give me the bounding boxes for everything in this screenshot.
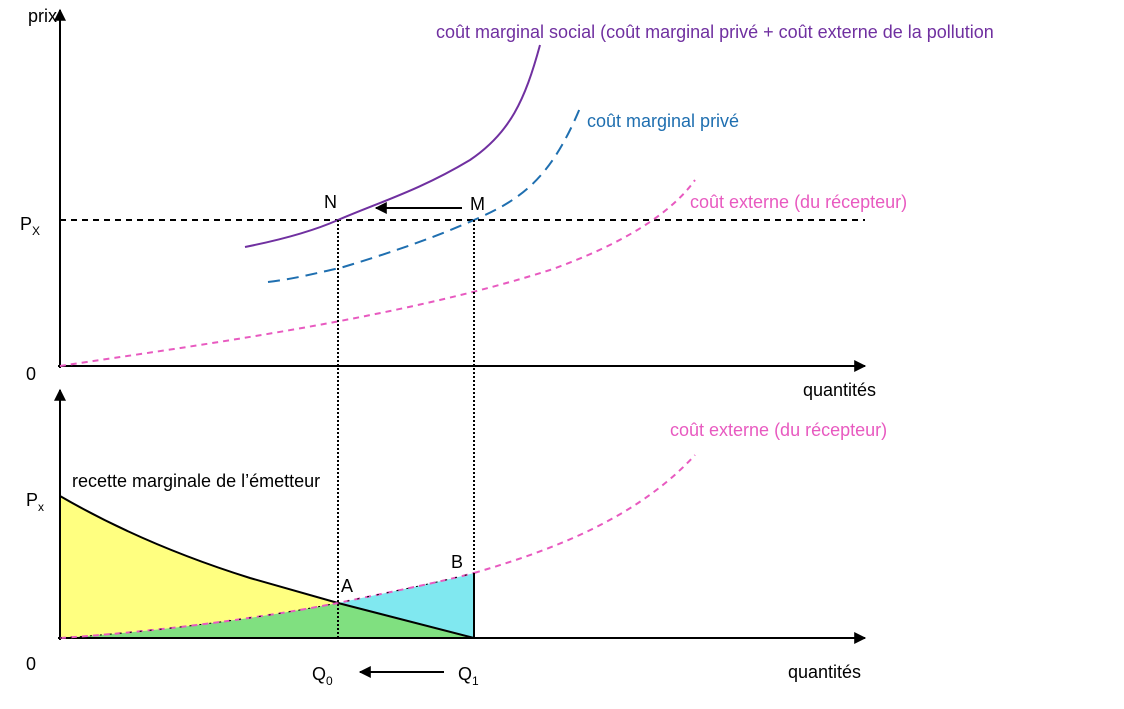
- point-label: N: [324, 192, 337, 212]
- external-cost-label: coût externe (du récepteur): [670, 420, 887, 440]
- x-axis-label: quantités: [788, 662, 861, 682]
- price-main: P: [26, 490, 38, 510]
- point-label: A: [341, 576, 353, 596]
- q-main: Q: [312, 664, 326, 684]
- price-label: Px: [26, 490, 44, 514]
- private-cost-curve: [267, 107, 581, 283]
- price-main: P: [20, 214, 32, 234]
- y-axis-label: prix: [28, 6, 57, 26]
- price-label: PX: [20, 214, 40, 238]
- revenue-curve: [59, 495, 475, 639]
- q-sub: 1: [472, 674, 479, 688]
- q-main: Q: [458, 664, 472, 684]
- q1-label: Q1: [458, 664, 479, 688]
- external-cost-label: coût externe (du récepteur): [690, 192, 907, 212]
- area-revenue: [60, 496, 338, 638]
- private-cost-label: coût marginal privé: [587, 111, 739, 131]
- origin: 0: [26, 364, 36, 384]
- price-sub: X: [32, 224, 40, 238]
- price-sub: x: [38, 500, 44, 514]
- external-cost-curve-bottom-ext: [473, 454, 696, 574]
- origin: 0: [26, 654, 36, 674]
- q-sub: 0: [326, 674, 333, 688]
- point-label: B: [451, 552, 463, 572]
- x-axis-label: quantités: [803, 380, 876, 400]
- revenue-label: recette marginale de l’émetteur: [72, 471, 320, 491]
- q0-label: Q0: [312, 664, 333, 688]
- social-cost-label: coût marginal social (coût marginal priv…: [436, 22, 994, 42]
- external-cost-curve-bottom: [59, 572, 475, 639]
- area-cyan: [338, 573, 474, 638]
- social-cost-curve: [244, 44, 541, 248]
- point-label: M: [470, 194, 485, 214]
